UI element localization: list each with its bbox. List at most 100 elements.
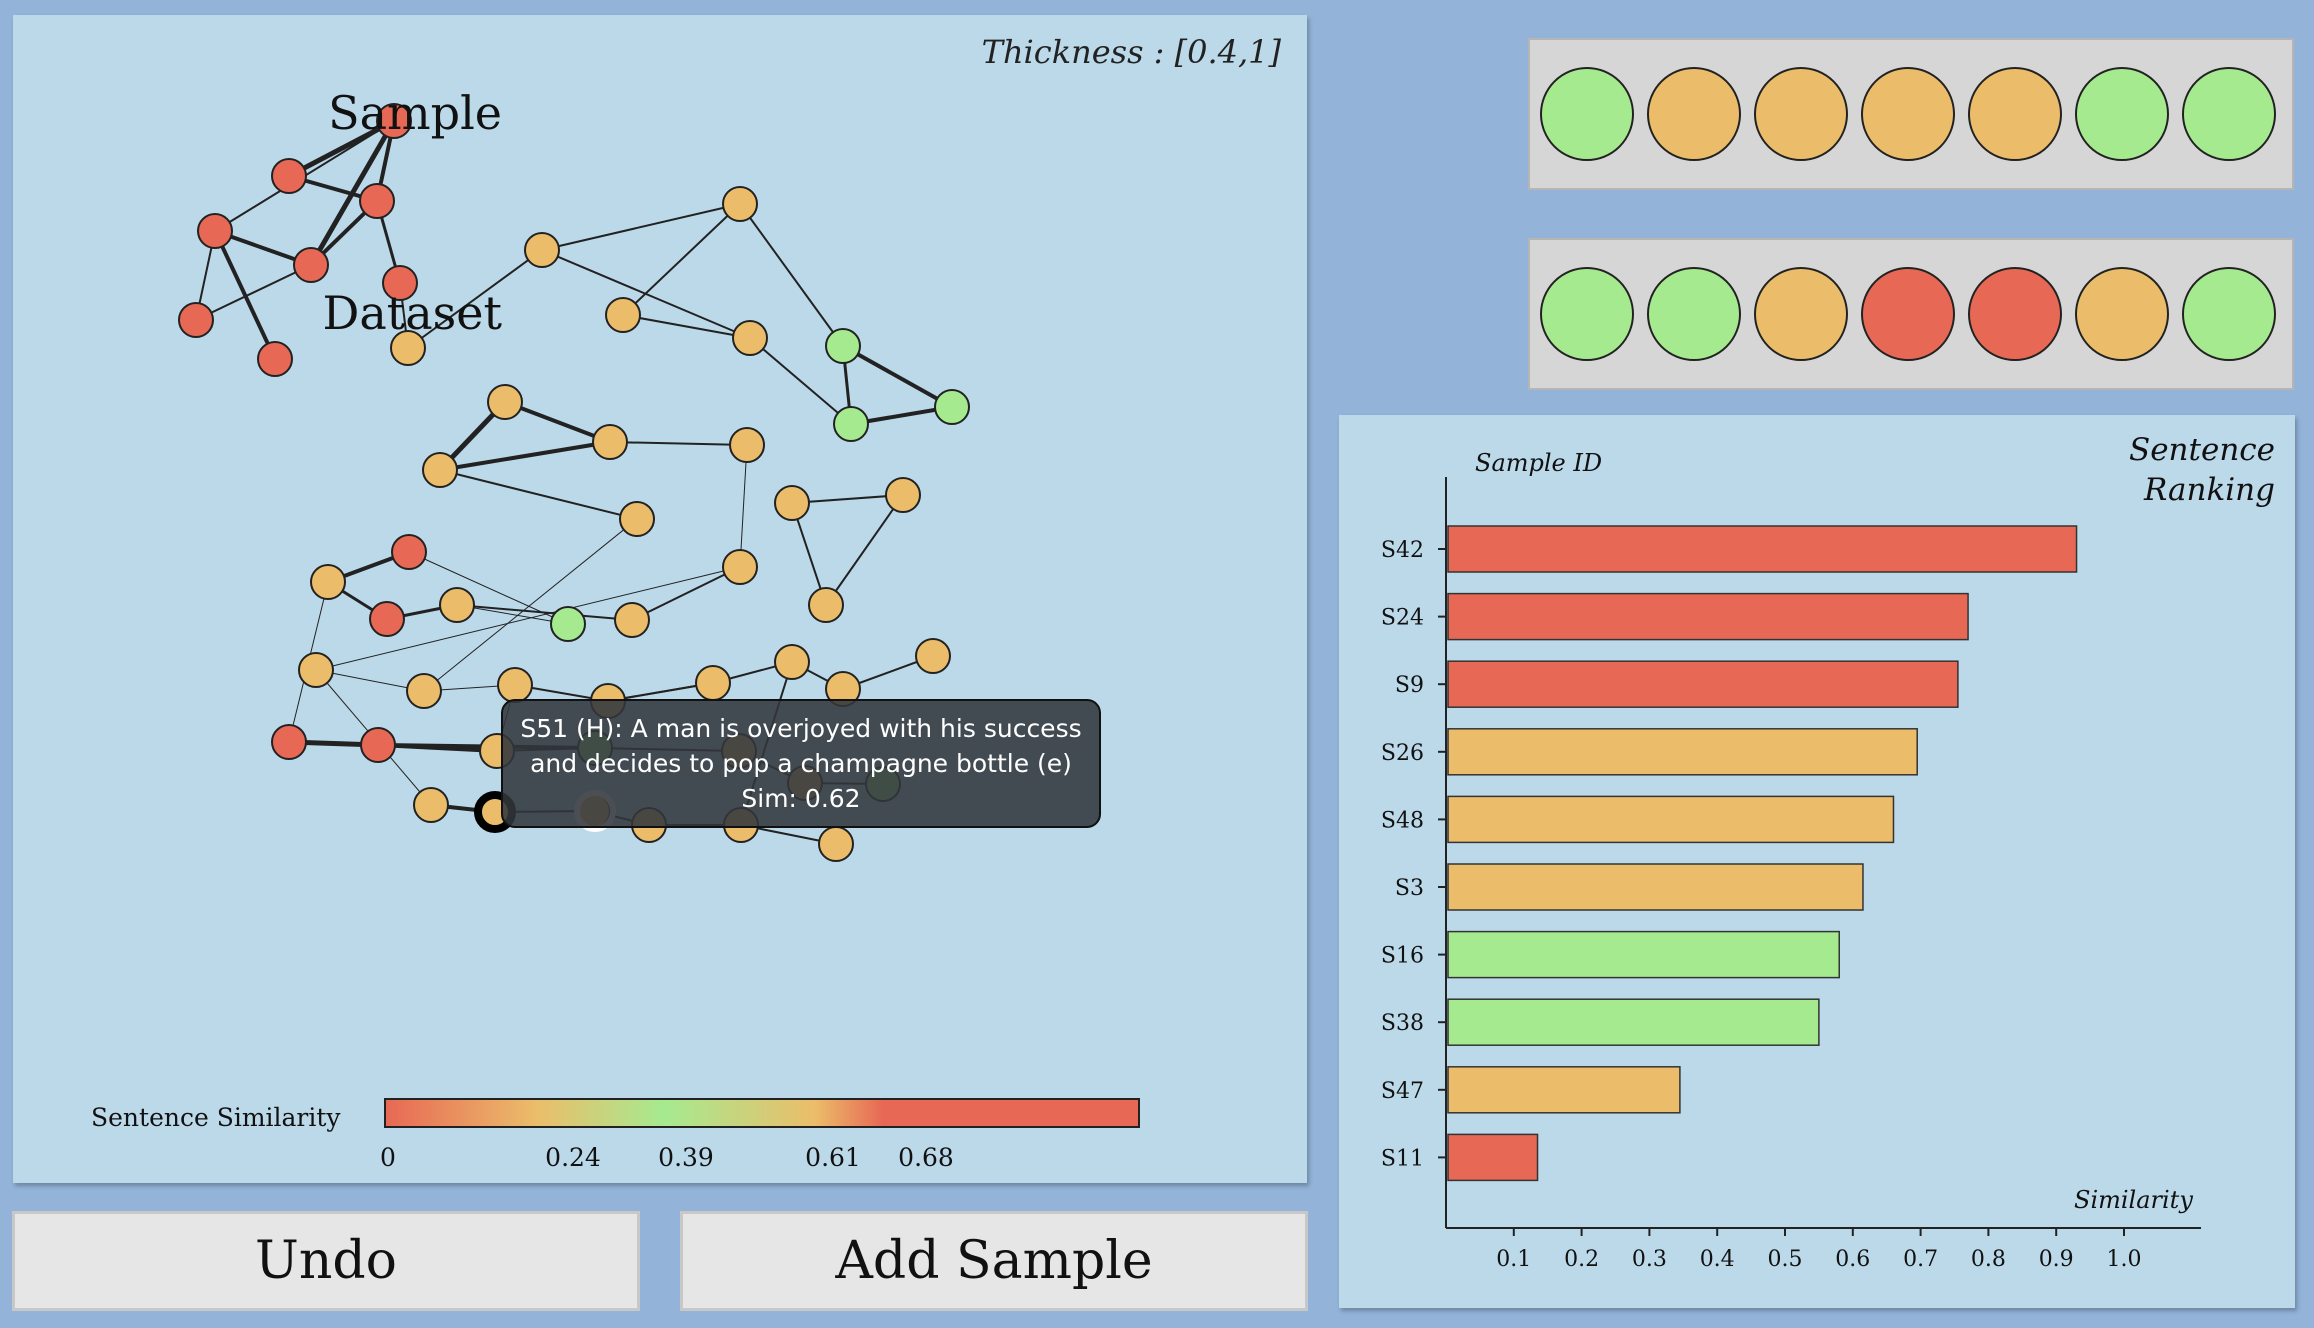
tooltip-similarity: Sim: 0.62: [741, 784, 861, 813]
sentence-node: [369, 601, 405, 637]
x-tick-label: 0.2: [1564, 1247, 1599, 1272]
swatch-green: [2182, 267, 2276, 361]
sentence-node: [406, 673, 442, 709]
sentence-node: [605, 297, 641, 333]
sentence-node: [497, 667, 533, 703]
sentence-node: [298, 652, 334, 688]
sentence-node: [722, 186, 758, 222]
sentence-node: [360, 727, 396, 763]
similarity-edge: [825, 494, 904, 606]
similarity-edge: [456, 604, 633, 621]
tooltip-sentence-line2: and decides to pop a champagne bottle (e…: [530, 749, 1072, 778]
sentence-node: [413, 787, 449, 823]
y-tick-label: S11: [1381, 1146, 1424, 1171]
sentence-node: [774, 485, 810, 521]
ranking-bar: [1447, 1066, 1681, 1114]
sentence-node: [729, 427, 765, 463]
x-tick-label: 0.8: [1971, 1247, 2006, 1272]
similarity-edge: [749, 337, 852, 425]
x-tick-label: 0.3: [1632, 1247, 1667, 1272]
swatch-orange: [1754, 267, 1848, 361]
thickness-label: Thickness : [0.4,1]: [981, 33, 1281, 71]
similarity-edge: [622, 203, 741, 316]
ranking-bar: [1447, 998, 1820, 1046]
ranking-bar: [1447, 525, 2078, 573]
x-tick-label: 0.6: [1835, 1247, 1870, 1272]
similarity-edge: [423, 518, 638, 692]
sentence-node: [271, 158, 307, 194]
sentence-node: [359, 183, 395, 219]
y-axis-label: Sample ID: [1475, 449, 1602, 477]
similarity-legend-label: Sentence Similarity: [91, 1103, 341, 1132]
colorbar-tick: 0: [380, 1143, 396, 1172]
sentence-node: [487, 384, 523, 420]
similarity-edge: [739, 444, 748, 568]
sentence-node: [390, 330, 426, 366]
tooltip-sentence-line1: S51 (H): A man is overjoyed with his suc…: [520, 714, 1082, 743]
similarity-edge: [408, 551, 569, 625]
similarity-edge: [504, 400, 611, 444]
swatch-orange: [1754, 67, 1848, 161]
similarity-network[interactable]: [13, 15, 1307, 1183]
colorbar-tick: 0.24: [545, 1143, 601, 1172]
swatch-green: [1647, 267, 1741, 361]
ranking-bar: [1447, 795, 1895, 844]
swatch-orange: [1968, 67, 2062, 161]
ranking-bar: [1447, 660, 1959, 708]
ranking-title-line2: Ranking: [2143, 472, 2275, 508]
ranking-title: Sentence Ranking: [2129, 430, 2275, 510]
similarity-graph-panel[interactable]: Thickness : [0.4,1] Sentence Similarity …: [13, 15, 1307, 1183]
node-tooltip: S51 (H): A man is overjoyed with his suc…: [501, 699, 1101, 828]
sentence-ranking-panel: Sample ID Similarity 0.1 0.2 0.3 0.4 0.5 0.6 0.7…: [1339, 415, 2295, 1308]
similarity-edge: [407, 249, 543, 349]
swatch-orange: [1647, 67, 1741, 161]
add-sample-button[interactable]: Add Sample: [680, 1211, 1308, 1311]
sentence-node: [774, 644, 810, 680]
ranking-bar: [1447, 1133, 1539, 1182]
sentence-node: [592, 424, 628, 460]
y-tick-label: S16: [1381, 944, 1424, 969]
swatch-red: [1968, 267, 2062, 361]
sample-row-label: Sample: [328, 86, 502, 140]
undo-button[interactable]: Undo: [12, 1211, 640, 1311]
x-tick-label: 0.9: [2039, 1247, 2074, 1272]
sentence-node: [271, 724, 307, 760]
sentence-node: [934, 389, 970, 425]
sentence-node: [550, 606, 586, 642]
swatch-green: [1540, 267, 1634, 361]
x-tick-label: 0.7: [1903, 1247, 1938, 1272]
colorbar-tick: 0.39: [658, 1143, 714, 1172]
sentence-node: [257, 341, 293, 377]
swatch-orange: [2075, 267, 2169, 361]
y-tick-label: S42: [1381, 538, 1424, 563]
x-tick-label: 0.4: [1700, 1247, 1735, 1272]
similarity-edge: [541, 249, 751, 339]
ranking-title-line1: Sentence: [2128, 432, 2275, 468]
similarity-edge: [739, 203, 844, 347]
similarity-edge: [631, 566, 741, 621]
sample-swatch-strip: [1528, 38, 2294, 190]
similarity-edge: [791, 494, 904, 504]
colorbar-tick: 0.61: [805, 1143, 861, 1172]
similarity-edge: [439, 469, 638, 520]
sentence-node: [524, 232, 560, 268]
similarity-edge: [315, 566, 741, 671]
x-tick-label: 1.0: [2107, 1247, 2142, 1272]
swatch-green: [2075, 67, 2169, 161]
similarity-edge: [213, 230, 277, 360]
y-tick-label: S48: [1381, 808, 1424, 833]
sentence-node: [833, 406, 869, 442]
y-tick-label: S9: [1395, 673, 1424, 698]
similarity-edge: [439, 440, 611, 472]
similarity-edge: [622, 314, 751, 339]
ranking-bar: [1447, 728, 1918, 776]
similarity-colorbar: [384, 1098, 1140, 1128]
x-axis-label: Similarity: [2074, 1186, 2193, 1214]
dataset-swatch-strip: [1528, 238, 2294, 390]
similarity-edge: [315, 669, 425, 692]
sentence-node: [293, 247, 329, 283]
similarity-edge: [842, 344, 953, 409]
sentence-node: [178, 302, 214, 338]
colorbar-tick: 0.68: [898, 1143, 954, 1172]
similarity-edge: [287, 118, 396, 179]
